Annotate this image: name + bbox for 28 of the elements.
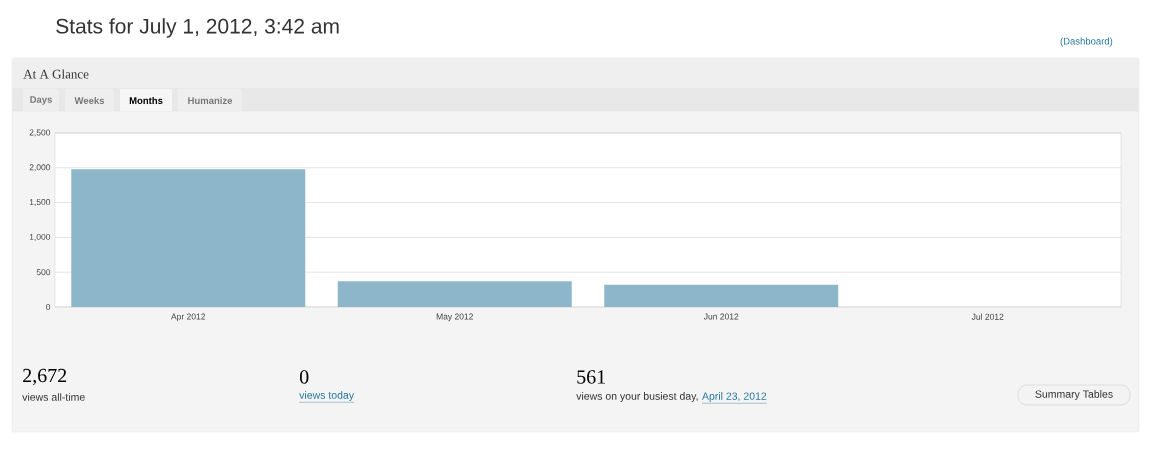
text: views all-time xyxy=(22,393,85,401)
x-tick-label: May 2012 xyxy=(436,313,473,322)
chart-subtitle: At A Glance xyxy=(23,69,89,79)
text: Summary Tables xyxy=(1035,390,1113,400)
y-tick-label: 2,000 xyxy=(29,164,51,172)
bar xyxy=(337,281,572,307)
bar xyxy=(604,284,839,307)
x-tick-label: Jun 2012 xyxy=(703,313,739,320)
y-tick-label: 2,500 xyxy=(29,129,51,137)
bar xyxy=(71,169,306,307)
text: Months xyxy=(129,97,163,104)
chart-title: Stats for July 1, 2012, 3:42 am xyxy=(56,18,339,38)
text: Humanize xyxy=(188,97,233,104)
text: 2,672 xyxy=(23,368,67,386)
text: Days xyxy=(30,96,52,105)
x-tick-label: Jul 2012 xyxy=(971,313,1004,320)
y-tick-label: 500 xyxy=(36,269,51,276)
text: views on your busiest day, xyxy=(576,392,698,402)
text: 0 xyxy=(299,370,309,384)
y-tick-label: 1,500 xyxy=(29,199,51,207)
y-tick-label: 1,000 xyxy=(29,233,51,241)
text: (Dashboard) xyxy=(1060,37,1113,47)
text: April 23, 2012 xyxy=(701,392,767,402)
text: 561 xyxy=(577,370,605,384)
text: Weeks xyxy=(74,97,105,104)
y-tick-label: 0 xyxy=(46,303,51,310)
x-tick-label: Apr 2012 xyxy=(171,313,206,322)
text: views today xyxy=(299,391,355,401)
